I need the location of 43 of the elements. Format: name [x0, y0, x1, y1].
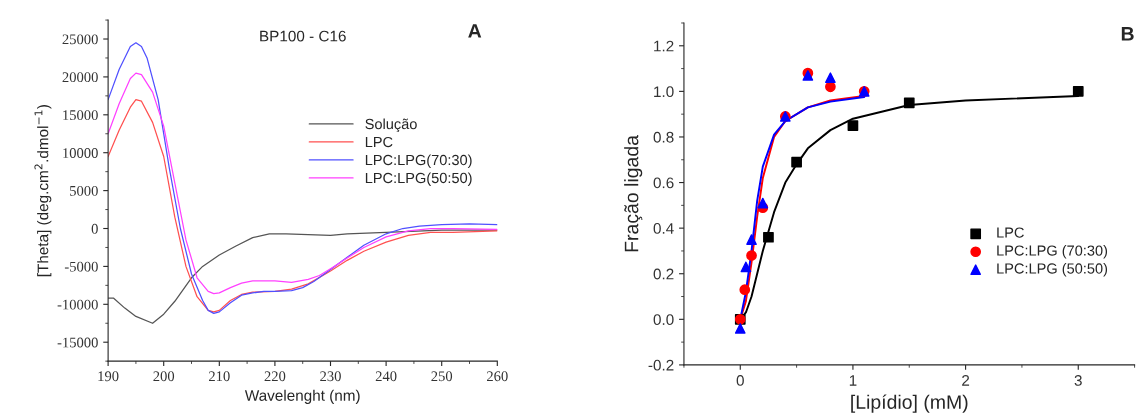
annotation: A [468, 24, 482, 38]
x-tick-label: 3 [1074, 375, 1082, 386]
x-axis-title: Wavelenght (nm) [244, 389, 360, 404]
y-tick-label: 20000 [62, 72, 98, 83]
legend-label: LPC:LPG (50:50) [997, 262, 1108, 277]
text: BP100 - C16 [260, 30, 346, 42]
x-tick-label: 250 [431, 371, 453, 382]
y-tick-label: 5000 [70, 185, 98, 196]
legend-label: LPC:LPG(70:30) [365, 154, 472, 169]
x-tick-label: 1 [849, 375, 857, 386]
x-tick-label: 190 [98, 371, 119, 382]
x-tick-label: 2 [962, 375, 970, 386]
legend-label: Solução [365, 118, 417, 133]
y-tick-label: -0.2 [648, 359, 674, 371]
y-tick-label: -15000 [57, 337, 98, 348]
x-tick-label: 230 [320, 371, 341, 382]
y-tick-label: 0.0 [653, 314, 674, 326]
legend-label: LPC:LPG(50:50) [365, 172, 472, 187]
annotation: B [1121, 27, 1134, 41]
y-tick-label: -10000 [57, 299, 98, 310]
x-tick-label: 240 [375, 371, 397, 382]
y-tick-label: 0.6 [653, 177, 674, 189]
y-tick-label: 15000 [63, 110, 98, 121]
x-tick-label: 260 [487, 371, 508, 382]
legend-label: LPC [997, 227, 1024, 238]
y-tick-label: 25000 [62, 34, 98, 45]
legend-label: LPC:LPG (70:30) [997, 245, 1108, 259]
y-tick-label: 1.2 [654, 40, 674, 52]
x-axis-title: [Lipídio] (mM) [851, 394, 968, 413]
y-tick-label: 10000 [63, 148, 98, 158]
x-tick-label: 220 [264, 371, 286, 382]
x-tick-label: 0 [736, 375, 744, 386]
y-axis-title: [Theta] (deg.cm$^{2}$.dmol$^{−1}$) [34, 105, 52, 277]
y-tick-label: 0.2 [653, 268, 674, 280]
y-tick-label: -5000 [64, 261, 98, 272]
y-tick-label: 1.0 [654, 86, 674, 98]
y-tick-label: 0.8 [653, 131, 674, 143]
y-tick-label: 0 [91, 223, 98, 234]
y-tick-label: 0.4 [653, 223, 674, 234]
y-axis-title: Fração ligada [624, 135, 643, 252]
x-tick-label: 210 [209, 371, 230, 382]
x-tick-label: 200 [153, 371, 175, 382]
legend-label: LPC [365, 136, 393, 148]
